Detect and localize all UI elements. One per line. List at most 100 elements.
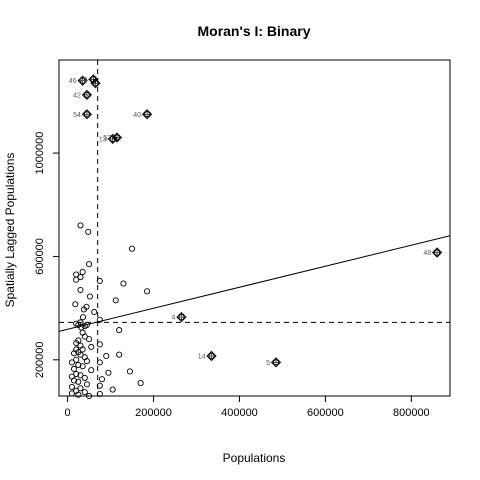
data-point (91, 308, 98, 316)
data-point (83, 381, 90, 388)
influential-point-label: 50 (80, 77, 88, 84)
x-axis: 0 200000 400000 600000 800000 (65, 396, 430, 419)
data-point (137, 380, 144, 387)
data-points (68, 222, 151, 400)
x-axis-title: Populations (223, 451, 286, 465)
data-point (96, 382, 103, 389)
influential-point: 52 (103, 132, 123, 143)
influential-point: 54 (73, 109, 93, 120)
x-tick-label: 400000 (221, 407, 258, 419)
data-point (96, 277, 103, 285)
data-point (80, 306, 87, 313)
data-point (68, 383, 75, 391)
data-point (72, 301, 79, 308)
data-point (75, 361, 82, 369)
data-point (88, 367, 95, 374)
x-tick-label: 600000 (307, 407, 344, 419)
data-point (70, 377, 78, 384)
x-tick-label: 800000 (393, 407, 430, 419)
data-point (85, 228, 92, 235)
data-point (73, 339, 80, 347)
data-point (77, 372, 84, 379)
influential-point-label: 5 (266, 360, 270, 367)
influential-point: 40 (133, 109, 153, 120)
data-point (68, 359, 75, 366)
data-point (73, 276, 80, 283)
data-point (81, 333, 88, 340)
influential-point-label: 52 (103, 135, 111, 142)
influential-point: 14 (198, 350, 217, 362)
data-point (77, 286, 84, 294)
data-point (105, 369, 112, 376)
influential-point: 4 (172, 312, 187, 323)
y-axis-title: Spatially Lagged Populations (3, 153, 17, 308)
chart-title: Moran's I: Binary (197, 23, 310, 39)
plot-frame (58, 59, 451, 397)
data-point (109, 386, 116, 393)
influential-point-label: 40 (133, 112, 141, 119)
influential-point: 5 (266, 357, 282, 368)
influential-point: 46 (69, 75, 88, 86)
influential-point-label: 54 (73, 112, 81, 119)
data-point (77, 274, 84, 281)
data-point (73, 370, 80, 378)
data-point (73, 356, 80, 363)
data-point (96, 341, 103, 348)
x-tick-label: 200000 (135, 407, 172, 419)
data-point (116, 327, 123, 334)
data-point (70, 365, 78, 372)
data-point (81, 389, 88, 396)
data-point (75, 391, 82, 398)
data-point (86, 336, 93, 343)
data-point (79, 268, 86, 275)
data-point (77, 385, 84, 392)
data-point (70, 350, 78, 357)
data-point (126, 368, 133, 375)
data-point (81, 374, 88, 381)
regression-line-group (58, 235, 451, 332)
influential-point: 48 (423, 247, 443, 258)
data-point (112, 297, 119, 304)
data-point (77, 222, 84, 229)
data-point (68, 390, 75, 397)
influential-point-label: 46 (69, 78, 77, 85)
data-point (96, 359, 103, 366)
y-axis: 200000 600000 1000000 (34, 132, 59, 378)
data-point (81, 323, 88, 330)
data-point (79, 363, 86, 370)
data-point (128, 245, 136, 252)
data-point (144, 288, 151, 295)
data-point (98, 376, 106, 383)
data-point (116, 351, 123, 358)
y-tick-label: 1000000 (34, 132, 46, 175)
influential-point-label: 13 (99, 136, 107, 143)
data-point (79, 346, 86, 353)
data-point (88, 343, 95, 350)
y-tick-label: 600000 (34, 238, 46, 275)
x-tick-label: 0 (65, 407, 71, 419)
influential-point-diamond (81, 109, 93, 120)
influential-point-diamond (141, 109, 153, 120)
data-point (77, 351, 84, 358)
influential-point-label: 48 (423, 250, 431, 257)
data-point (86, 261, 93, 268)
influential-point-label: 42 (73, 92, 81, 99)
data-point (96, 390, 103, 397)
y-tick-label: 200000 (34, 341, 46, 378)
mean-reference-lines (59, 60, 450, 396)
data-point (75, 378, 82, 385)
data-point (120, 280, 127, 287)
data-point (80, 314, 87, 321)
regression-line (58, 235, 451, 332)
influential-point-label: 14 (198, 353, 206, 360)
data-point (83, 358, 90, 365)
influential-point: 42 (73, 89, 93, 101)
data-point (96, 316, 103, 323)
influential-point-diamond (431, 247, 443, 258)
data-point (103, 352, 110, 359)
influential-point-label: 4 (172, 315, 176, 322)
data-point (86, 392, 93, 400)
data-point (86, 293, 93, 300)
